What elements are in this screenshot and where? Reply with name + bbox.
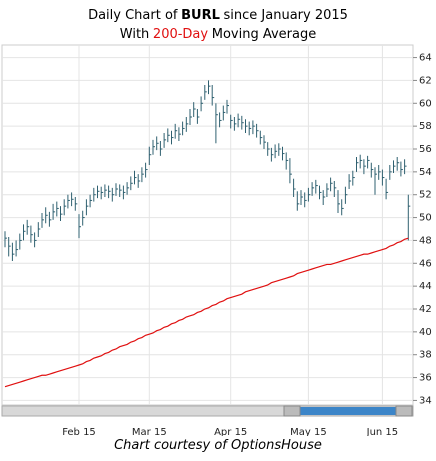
subtitle-part: With	[119, 27, 150, 42]
scroll-handle[interactable]	[395, 405, 413, 417]
title-part: BURL	[181, 8, 220, 23]
moving-average-line	[4, 237, 409, 388]
y-tick-label: 62	[419, 75, 432, 86]
y-tick-label: 44	[419, 281, 432, 292]
footer: Chart courtesy of OptionsHouse	[114, 438, 322, 453]
y-tick-label: 54	[419, 167, 432, 178]
y-tick-label: 36	[419, 373, 432, 384]
y-tick-label: 38	[419, 350, 432, 361]
y-tick-label: 50	[419, 213, 432, 224]
y-tick-label: 56	[419, 144, 432, 155]
x-tick-label: Jun 15	[366, 427, 399, 436]
y-tick-label: 52	[419, 190, 432, 201]
y-tick-label: 46	[419, 258, 432, 269]
y-tick-label: 42	[419, 304, 432, 315]
chart-subtitle: With 200-Day Moving Average	[0, 27, 436, 42]
scrollbar[interactable]	[1, 405, 414, 417]
x-tick-label: Mar 15	[132, 427, 167, 436]
scroll-handle[interactable]	[283, 405, 301, 417]
y-tick-label: 34	[419, 395, 432, 406]
x-tick-label: Feb 15	[62, 427, 96, 436]
y-tick-label: 48	[419, 235, 432, 246]
y-tick-label: 64	[419, 53, 432, 64]
subtitle-part: 200-Day	[152, 27, 209, 42]
chart: 34 36 38 40 42 44 46 48 50 52 54 56 58 60 62 64 Feb 15 Ma…	[1, 44, 432, 436]
scrollbar-thumb[interactable]	[300, 407, 396, 415]
y-tick-label: 58	[419, 121, 432, 132]
plot-area	[1, 44, 414, 406]
title-part: since January 2015	[223, 8, 348, 23]
chart-title: Daily Chart of BURL since January 2015	[0, 8, 436, 23]
subtitle-part: Moving Average	[211, 27, 317, 42]
y-tick-label: 40	[419, 327, 432, 338]
y-tick-label: 60	[419, 98, 432, 109]
x-tick-label: Apr 15	[214, 427, 247, 436]
title-part: Daily Chart of	[88, 8, 178, 23]
x-tick-label: May 15	[290, 427, 327, 436]
